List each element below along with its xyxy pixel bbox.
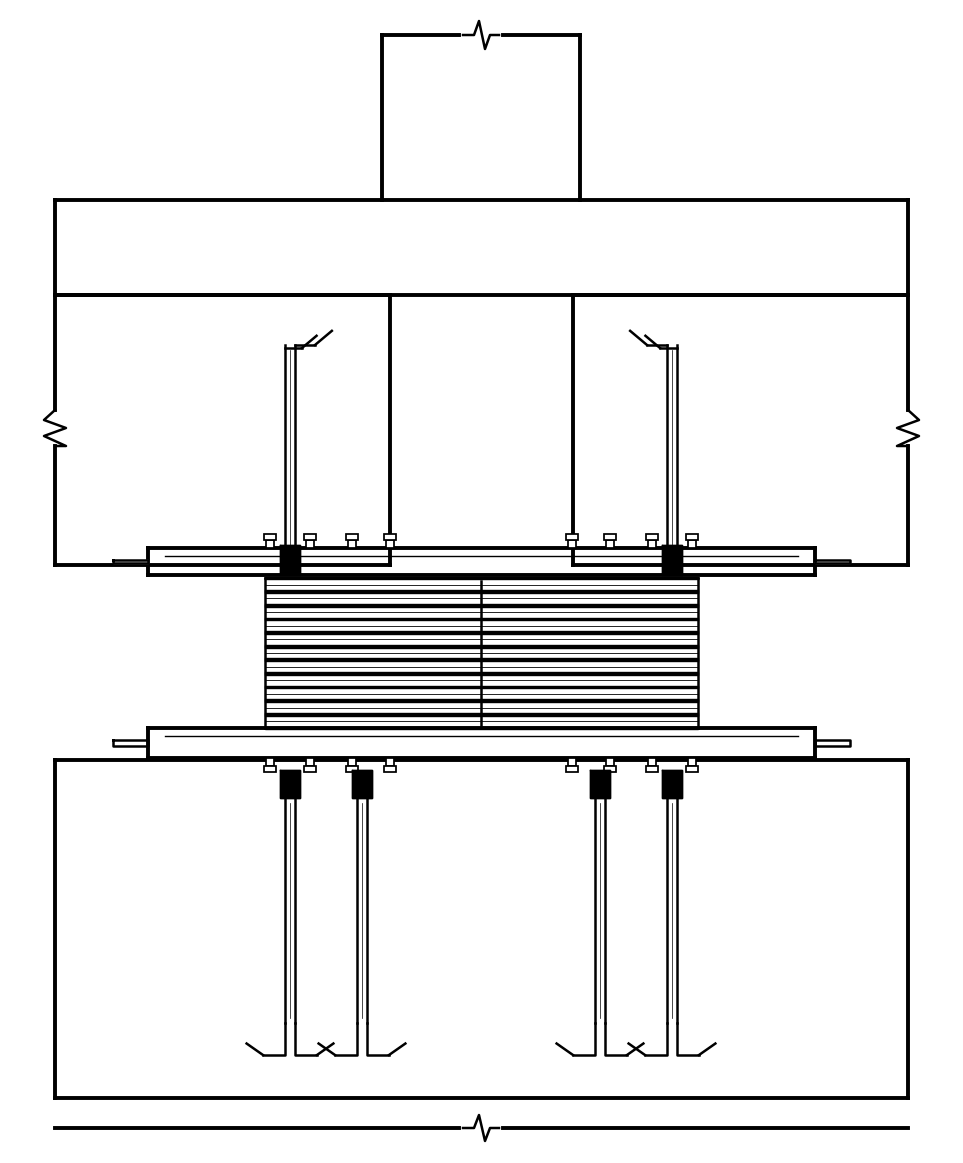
Polygon shape: [304, 766, 316, 772]
Polygon shape: [688, 540, 696, 548]
Polygon shape: [352, 770, 372, 798]
Polygon shape: [346, 766, 358, 772]
Polygon shape: [306, 540, 314, 548]
Polygon shape: [686, 534, 698, 540]
Polygon shape: [280, 545, 300, 575]
Polygon shape: [348, 758, 356, 766]
Polygon shape: [265, 699, 698, 702]
Polygon shape: [566, 766, 578, 772]
Polygon shape: [266, 758, 274, 766]
Polygon shape: [346, 534, 358, 540]
Polygon shape: [386, 540, 394, 548]
Polygon shape: [280, 770, 300, 798]
Polygon shape: [568, 540, 576, 548]
Polygon shape: [264, 534, 276, 540]
Polygon shape: [265, 618, 698, 620]
Polygon shape: [566, 534, 578, 540]
Polygon shape: [606, 540, 614, 548]
Polygon shape: [568, 758, 576, 766]
Polygon shape: [662, 770, 682, 798]
Polygon shape: [646, 534, 658, 540]
Polygon shape: [815, 561, 850, 563]
Polygon shape: [604, 766, 616, 772]
Polygon shape: [265, 713, 698, 715]
Polygon shape: [384, 766, 396, 772]
Polygon shape: [648, 758, 656, 766]
Polygon shape: [590, 770, 610, 798]
Polygon shape: [266, 540, 274, 548]
Polygon shape: [265, 604, 698, 607]
Polygon shape: [265, 577, 698, 579]
Polygon shape: [604, 534, 616, 540]
Polygon shape: [688, 758, 696, 766]
Polygon shape: [606, 758, 614, 766]
Polygon shape: [304, 534, 316, 540]
Polygon shape: [348, 540, 356, 548]
Polygon shape: [686, 766, 698, 772]
Polygon shape: [265, 632, 698, 634]
Polygon shape: [384, 534, 396, 540]
Polygon shape: [265, 644, 698, 648]
Polygon shape: [306, 758, 314, 766]
Polygon shape: [265, 727, 698, 729]
Polygon shape: [646, 766, 658, 772]
Polygon shape: [264, 766, 276, 772]
Polygon shape: [265, 591, 698, 593]
Polygon shape: [662, 545, 682, 575]
Polygon shape: [113, 561, 148, 563]
Polygon shape: [386, 758, 394, 766]
Polygon shape: [265, 658, 698, 662]
Polygon shape: [648, 540, 656, 548]
Polygon shape: [265, 686, 698, 688]
Polygon shape: [265, 672, 698, 675]
